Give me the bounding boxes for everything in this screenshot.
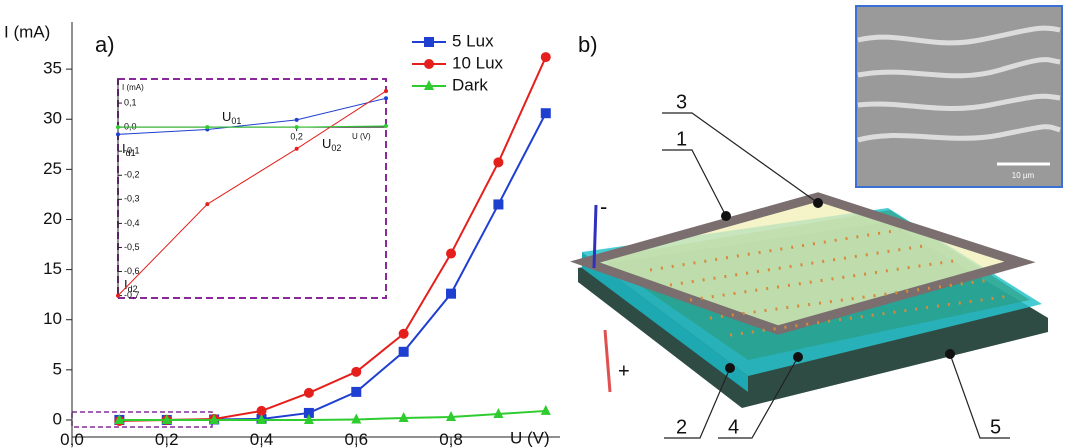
- legend-label: 10 Lux: [452, 53, 504, 72]
- diagram-label: 4: [728, 416, 739, 438]
- diagram-label: 3: [676, 91, 687, 113]
- y-tick-label: -0,5: [124, 242, 140, 252]
- diagram-label: 5: [990, 416, 1001, 438]
- marker: [351, 387, 361, 397]
- marker: [116, 294, 120, 298]
- y-tick-label: -0,4: [124, 218, 140, 228]
- x-axis-label: U (V): [510, 428, 550, 447]
- x-tick-label: 0,4: [250, 430, 274, 448]
- minus-lead: [594, 205, 596, 268]
- annotation-sub: d2: [128, 284, 138, 294]
- marker: [384, 89, 388, 93]
- polarity-label: +: [618, 360, 630, 382]
- diagram-label: 1: [676, 128, 687, 150]
- marker: [295, 147, 299, 151]
- polarity-label: -: [600, 194, 607, 219]
- y-tick-label: 5: [53, 359, 62, 378]
- y-tick-label: 15: [43, 259, 62, 278]
- x-tick-label: 0,8: [439, 430, 463, 448]
- marker: [304, 388, 314, 398]
- plus-lead: [605, 330, 610, 392]
- annotation-main: U: [222, 109, 231, 124]
- marker: [295, 125, 299, 129]
- annotation-sub: 02: [331, 143, 341, 153]
- marker: [384, 124, 388, 128]
- marker: [424, 37, 434, 47]
- y-tick-label: 0,1: [124, 97, 137, 107]
- marker: [493, 199, 503, 209]
- x-tick-label: 0,0: [60, 430, 84, 448]
- y-axis-label: I (mA): [4, 22, 50, 41]
- marker: [205, 125, 209, 129]
- marker: [541, 108, 551, 118]
- marker: [351, 367, 361, 377]
- y-tick-label: -0,3: [124, 194, 140, 204]
- legend-label: 5 Lux: [452, 31, 494, 50]
- marker: [399, 329, 409, 339]
- marker: [399, 347, 409, 357]
- y-tick-label: 10: [43, 309, 62, 328]
- y-tick-label: -0,2: [124, 170, 140, 180]
- y-tick-label: 25: [43, 159, 62, 178]
- marker: [493, 157, 503, 167]
- marker: [541, 52, 551, 62]
- y-tick-label: 0: [53, 409, 62, 428]
- series-line: [119, 411, 545, 420]
- marker: [424, 59, 434, 69]
- annotation-sub: d1: [126, 148, 136, 158]
- legend-label: Dark: [452, 75, 488, 94]
- panel-label: b): [578, 32, 598, 57]
- annotation-main: U: [322, 136, 331, 151]
- figure: b) 3 1 2 4 5 - + 10 µm 0 5 10 15 20 25 30 35 0,0…: [0, 0, 1067, 448]
- y-tick-label: 20: [43, 209, 62, 228]
- device-diagram: [578, 6, 1062, 438]
- marker: [541, 405, 551, 415]
- x-tick-label: 0,2: [155, 430, 179, 448]
- marker: [446, 289, 456, 299]
- marker: [205, 202, 209, 206]
- x-tick-label: 0,6: [344, 430, 368, 448]
- panel-label: a): [95, 32, 115, 57]
- y-tick-label: 30: [43, 109, 62, 128]
- x-axis-label: U (V): [352, 132, 371, 141]
- marker: [116, 125, 120, 129]
- y-tick-label: 35: [43, 59, 62, 78]
- marker: [446, 249, 456, 259]
- y-tick-label: -0,6: [124, 266, 140, 276]
- inset-frame: [118, 79, 386, 298]
- y-tick-label: 0,0: [124, 122, 137, 132]
- x-tick-label: 0,2: [290, 132, 303, 142]
- diagram-label: 2: [676, 416, 687, 438]
- y-axis-label: I (mA): [122, 83, 144, 92]
- marker: [384, 96, 388, 100]
- marker: [116, 132, 120, 136]
- scale-bar-label: 10 µm: [1012, 171, 1035, 180]
- annotation-sub: 01: [231, 116, 241, 126]
- marker: [295, 118, 299, 122]
